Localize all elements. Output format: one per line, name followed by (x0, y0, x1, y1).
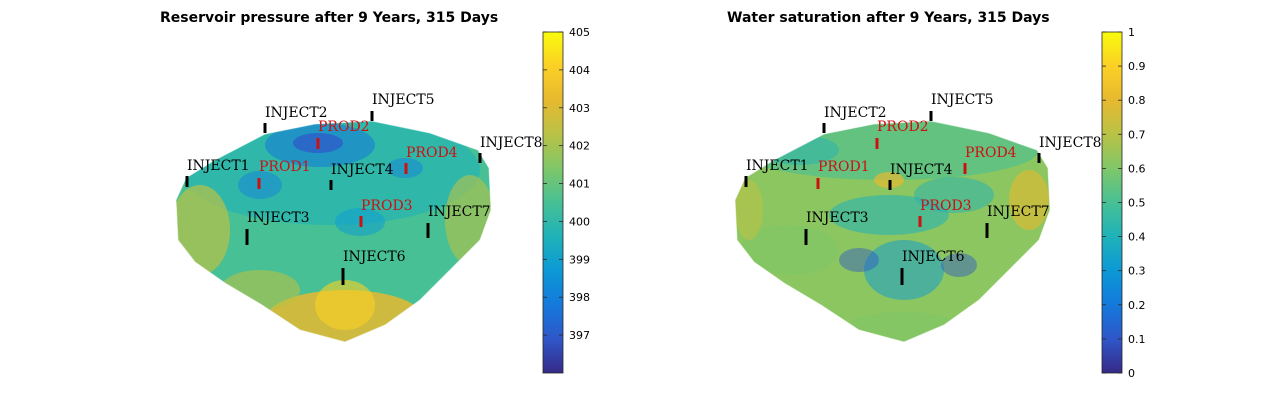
well-label-inject3: INJECT3 (247, 210, 310, 226)
well-label-inject2: INJECT2 (265, 105, 328, 121)
well-label-inject5: INJECT5 (372, 92, 435, 108)
colorbar-tick-label: 401 (569, 178, 590, 191)
well-label-inject5: INJECT5 (931, 92, 994, 108)
field-region (839, 248, 879, 272)
field-region (176, 185, 230, 275)
field-region (735, 180, 763, 240)
field-region (864, 240, 944, 300)
colorbar-tick-label: 0.6 (1128, 162, 1146, 175)
colorbar-tick-label: 0.9 (1128, 60, 1146, 73)
well-label-prod2: PROD2 (877, 119, 929, 135)
colorbar-tick-label: 400 (569, 215, 590, 228)
pressure-chart-title: Reservoir pressure after 9 Years, 315 Da… (160, 10, 499, 26)
well-label-inject3: INJECT3 (806, 210, 869, 226)
well-label-inject4: INJECT4 (331, 162, 394, 178)
well-label-prod3: PROD3 (920, 198, 972, 214)
field-region (180, 121, 480, 225)
colorbar (542, 31, 564, 374)
colorbar-tick-label: 399 (569, 253, 590, 266)
well-label-inject1: INJECT1 (187, 158, 250, 174)
well-label-inject8: INJECT8 (1039, 135, 1102, 151)
field-region (315, 280, 375, 330)
field-region (844, 312, 964, 342)
saturation-chart-title: Water saturation after 9 Years, 315 Days (727, 10, 1050, 26)
colorbar-tick-label: 404 (569, 64, 590, 77)
field-shading (176, 121, 491, 342)
colorbar-tick-label: 0.4 (1128, 231, 1146, 244)
well-label-inject6: INJECT6 (902, 249, 965, 265)
colorbar-tick-label: 403 (569, 102, 590, 115)
colorbar-tick-label: 0 (1128, 367, 1135, 380)
colorbar-tick-label: 1 (1128, 26, 1135, 39)
well-label-inject2: INJECT2 (824, 105, 887, 121)
field-region (1009, 170, 1049, 230)
well-label-prod4: PROD4 (965, 145, 1017, 161)
well-label-inject6: INJECT6 (343, 249, 406, 265)
field-region (914, 177, 994, 213)
field-outline (175, 120, 492, 343)
well-label-prod1: PROD1 (259, 159, 311, 175)
colorbar-tick-label: 405 (569, 26, 590, 39)
colorbar-tick-label: 0.2 (1128, 299, 1146, 312)
colorbar-tick-label: 398 (569, 291, 590, 304)
colorbar-tick-label: 0.5 (1128, 197, 1146, 210)
well-label-inject7: INJECT7 (428, 204, 491, 220)
field-region (941, 253, 977, 277)
field-region (739, 225, 839, 275)
colorbar-tick-label: 0.1 (1128, 333, 1146, 346)
colorbar-tick-label: 397 (569, 329, 590, 342)
colorbar-tick-label: 402 (569, 140, 590, 153)
well-label-inject4: INJECT4 (890, 162, 953, 178)
well-label-prod1: PROD1 (818, 159, 870, 175)
colorbar-tick-label: 0.7 (1128, 128, 1146, 141)
well-label-inject7: INJECT7 (987, 204, 1050, 220)
well-label-inject1: INJECT1 (746, 158, 809, 174)
colorbar-tick-label: 0.8 (1128, 94, 1146, 107)
well-label-inject8: INJECT8 (480, 135, 543, 151)
well-label-prod4: PROD4 (406, 145, 458, 161)
well-label-prod3: PROD3 (361, 198, 413, 214)
field-outline (734, 120, 1051, 343)
colorbar-tick-label: 0.3 (1128, 265, 1146, 278)
well-label-prod2: PROD2 (318, 119, 370, 135)
